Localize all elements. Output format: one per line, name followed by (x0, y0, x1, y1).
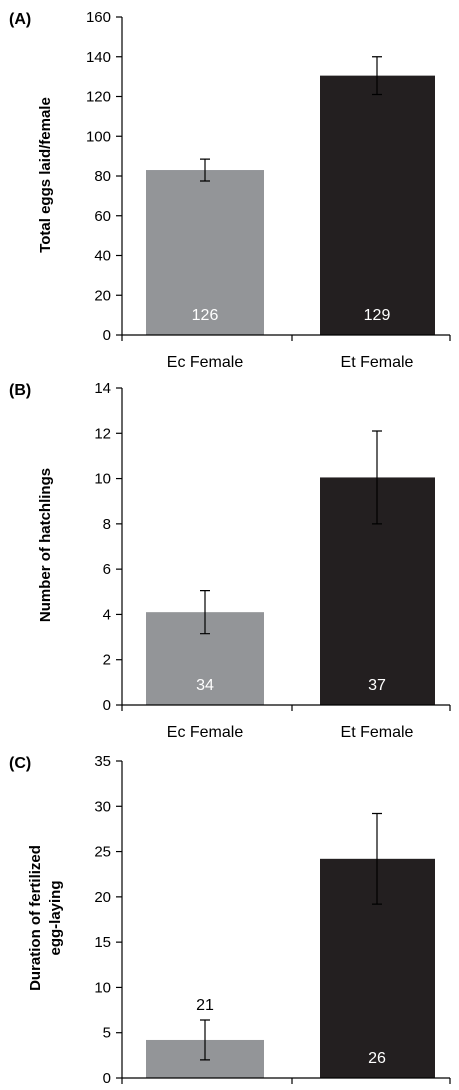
y-tick-label: 140 (86, 49, 111, 66)
y-tick-label: 60 (94, 208, 111, 225)
error-bar (372, 812, 382, 905)
bar-ec-female (146, 170, 264, 335)
y-tick-label: 20 (94, 889, 111, 906)
x-category-label: Et Female (341, 354, 414, 371)
bar-count-label: 34 (196, 677, 214, 694)
y-tick-label: 8 (103, 516, 111, 533)
y-tick-label: 0 (103, 1070, 111, 1087)
y-tick-label: 30 (94, 798, 111, 815)
y-tick-label: 14 (94, 380, 111, 397)
y-tick-label: 12 (94, 425, 111, 442)
y-tick-label: 15 (94, 934, 111, 951)
y-tick-label: 5 (103, 1025, 111, 1042)
y-tick-label: 20 (94, 287, 111, 304)
y-tick-label: 35 (94, 753, 111, 770)
y-axis-label-line: Total eggs laid/female (37, 97, 54, 253)
y-tick-label: 25 (94, 844, 111, 861)
y-axis-label-line: egg-laying (47, 880, 64, 955)
y-axis-label-line: Number of hatchlings (37, 468, 54, 622)
panel-label: (A) (9, 11, 31, 28)
chart-panel-1: (A) Total eggs laid/female 126 Ec Female 129… (9, 9, 451, 371)
y-axis-label: Number of hatchlings (37, 468, 54, 622)
bar-et-female (320, 75, 435, 335)
bar-count-label: 26 (368, 1050, 386, 1067)
chart-panel-2: (B) Number of hatchlings 34 Ec Female 37 Et F… (9, 380, 451, 741)
y-tick-label: 40 (94, 248, 111, 265)
bar-count-label: 21 (196, 997, 214, 1014)
panel-label: (B) (9, 382, 31, 399)
y-axis-label-line: Duration of fertilized (27, 845, 44, 991)
y-tick-label: 10 (94, 471, 111, 488)
error-bar (372, 430, 382, 525)
bar-count-label: 37 (368, 677, 386, 694)
y-tick-label: 6 (103, 561, 111, 578)
y-tick-label: 160 (86, 9, 111, 26)
panel-label: (C) (9, 755, 31, 772)
y-tick-label: 0 (103, 327, 111, 344)
error-bar (200, 590, 210, 635)
y-tick-label: 10 (94, 979, 111, 996)
y-tick-label: 4 (103, 606, 111, 623)
y-tick-label: 0 (103, 697, 111, 714)
y-axis-label: Duration of fertilized egg-laying (27, 845, 64, 991)
error-bar (372, 56, 382, 96)
y-tick-label: 2 (103, 652, 111, 669)
bar-count-label: 129 (364, 307, 391, 324)
y-tick-label: 100 (86, 128, 111, 145)
chart-panel-3: (C)Duration of fertilizedegg-laying21Ec … (9, 753, 451, 1087)
y-tick-label: 120 (86, 89, 111, 106)
x-category-label: Ec Female (167, 724, 244, 741)
x-category-label: Et Female (341, 724, 414, 741)
error-bar (200, 1019, 210, 1061)
x-category-label: Ec Female (167, 354, 244, 371)
bar-count-label: 126 (192, 307, 219, 324)
y-tick-label: 80 (94, 168, 111, 185)
y-axis-label: Total eggs laid/female (37, 97, 54, 253)
error-bar (200, 158, 210, 182)
